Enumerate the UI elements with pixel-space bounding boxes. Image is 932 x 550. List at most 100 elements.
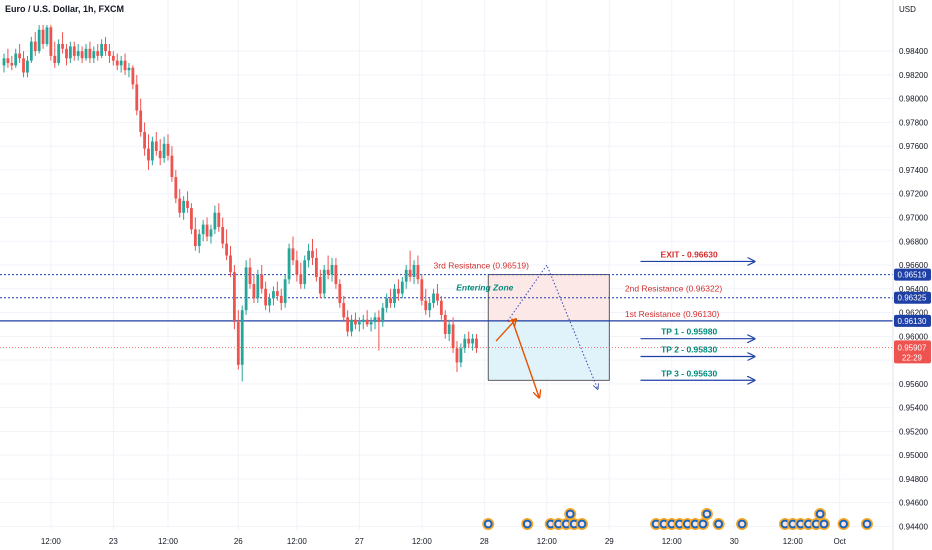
candle-body[interactable] [29, 41, 33, 61]
candle-body[interactable] [33, 41, 37, 52]
candle-body[interactable] [108, 51, 111, 56]
candle-body[interactable] [174, 177, 178, 199]
candle-body[interactable] [389, 298, 392, 304]
candle-body[interactable] [41, 29, 45, 45]
candle-body[interactable] [22, 58, 25, 73]
candle-body[interactable] [373, 317, 377, 323]
candle-body[interactable] [123, 60, 127, 71]
candle-body[interactable] [170, 155, 174, 178]
candle-body[interactable] [119, 60, 123, 66]
candle-body[interactable] [439, 300, 443, 315]
candle-body[interactable] [236, 322, 240, 365]
candle-body[interactable] [135, 84, 139, 111]
candle-body[interactable] [451, 324, 455, 349]
candle-body[interactable] [311, 250, 314, 258]
candle-body[interactable] [61, 44, 64, 49]
candle-body[interactable] [447, 324, 451, 334]
candle-body[interactable] [322, 269, 326, 294]
candle-body[interactable] [326, 269, 330, 275]
candle-body[interactable] [193, 229, 197, 247]
candle-body[interactable] [369, 322, 373, 325]
candle-body[interactable] [244, 267, 248, 311]
candle-body[interactable] [197, 234, 201, 247]
candle-body[interactable] [393, 288, 396, 304]
candle-body[interactable] [330, 265, 334, 275]
candle-body[interactable] [186, 200, 189, 208]
candle-body[interactable] [338, 284, 342, 304]
candle-body[interactable] [213, 212, 217, 230]
candle-body[interactable] [162, 143, 166, 159]
candle-body[interactable] [45, 27, 49, 45]
target-zone-box[interactable] [487, 320, 610, 381]
candle-body[interactable] [404, 269, 408, 282]
candle-body[interactable] [377, 317, 381, 323]
candle-body[interactable] [76, 51, 80, 56]
candle-body[interactable] [471, 338, 474, 344]
candle-body[interactable] [14, 53, 18, 66]
candle-body[interactable] [279, 295, 283, 304]
candle-body[interactable] [68, 46, 72, 59]
candle-body[interactable] [37, 29, 41, 52]
candle-body[interactable] [443, 314, 447, 334]
candle-body[interactable] [92, 51, 96, 59]
candle-body[interactable] [475, 338, 478, 349]
candle-body[interactable] [400, 281, 404, 294]
candle-body[interactable] [139, 110, 143, 132]
candle-body[interactable] [72, 46, 76, 56]
candle-body[interactable] [100, 44, 104, 56]
candle-body[interactable] [303, 260, 307, 285]
candle-body[interactable] [53, 55, 57, 64]
candle-body[interactable] [381, 307, 385, 323]
candle-body[interactable] [287, 248, 291, 280]
candle-body[interactable] [65, 48, 68, 59]
candle-body[interactable] [428, 303, 432, 311]
candle-body[interactable] [209, 229, 213, 237]
candle-body[interactable] [131, 67, 135, 85]
candle-body[interactable] [225, 243, 228, 256]
candle-body[interactable] [18, 53, 22, 59]
candle-body[interactable] [315, 257, 318, 277]
candle-body[interactable] [205, 224, 209, 237]
candle-body[interactable] [57, 44, 61, 64]
candle-body[interactable] [166, 143, 170, 156]
candle-body[interactable] [240, 310, 244, 365]
candle-body[interactable] [467, 338, 471, 344]
candle-body[interactable] [256, 274, 260, 299]
candle-body[interactable] [96, 51, 100, 56]
candle-body[interactable] [84, 48, 88, 59]
candle-body[interactable] [420, 279, 424, 301]
candle-body[interactable] [147, 148, 150, 161]
candle-body[interactable] [252, 284, 256, 299]
candle-body[interactable] [412, 265, 416, 277]
candle-body[interactable] [217, 212, 221, 227]
candle-body[interactable] [350, 319, 353, 332]
projection-down-arrow[interactable] [510, 318, 539, 396]
candle-body[interactable] [26, 60, 29, 73]
candle-body[interactable] [2, 58, 6, 66]
candle-body[interactable] [154, 141, 158, 151]
candle-body[interactable] [299, 274, 303, 285]
candle-body[interactable] [201, 224, 205, 235]
candle-body[interactable] [291, 248, 295, 261]
candle-body[interactable] [354, 319, 357, 325]
candle-body[interactable] [229, 255, 232, 273]
candle-body[interactable] [342, 303, 346, 318]
candle-body[interactable] [248, 267, 252, 285]
candle-body[interactable] [275, 291, 279, 296]
candle-body[interactable] [455, 348, 459, 363]
candle-body[interactable] [295, 260, 299, 275]
candle-body[interactable] [264, 288, 268, 306]
candle-body[interactable] [6, 58, 10, 64]
candle-body[interactable] [416, 265, 420, 280]
projection-up-arrow[interactable] [495, 320, 516, 342]
candle-body[interactable] [272, 291, 275, 299]
candle-body[interactable] [365, 319, 369, 325]
candle-body[interactable] [459, 348, 463, 363]
candle-body[interactable] [221, 227, 225, 244]
candle-body[interactable] [307, 250, 310, 261]
candle-body[interactable] [127, 67, 131, 71]
candle-body[interactable] [88, 48, 92, 59]
candle-body[interactable] [346, 317, 350, 332]
candle-body[interactable] [361, 319, 365, 323]
